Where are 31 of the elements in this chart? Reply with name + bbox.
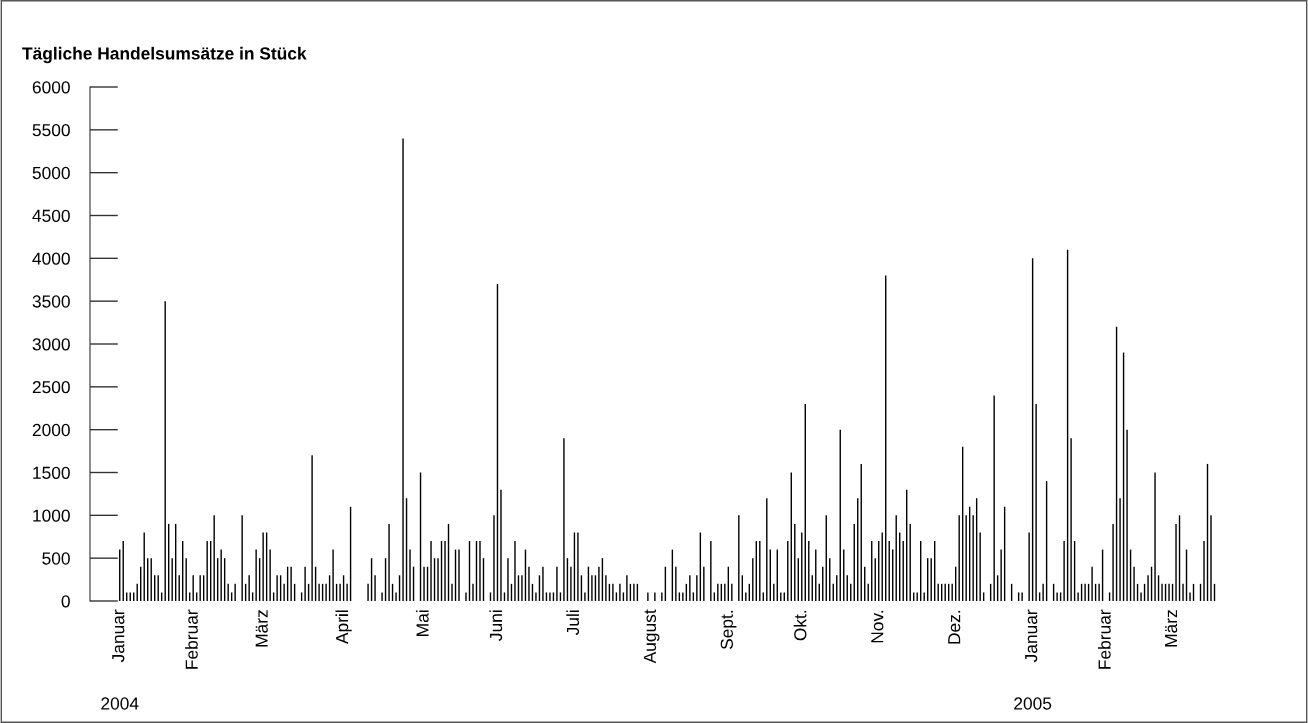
y-tick-label: 2500 (32, 381, 70, 394)
y-tick-label: 2000 (32, 423, 70, 437)
y-tick-label: 4500 (32, 209, 70, 222)
y-tick-label: 5000 (32, 166, 70, 180)
y-tick-label: 4000 (32, 252, 70, 265)
x-tick-label: August (643, 609, 660, 664)
x-tick-label: Sept. (720, 610, 737, 650)
x-tick-label: Dez. (948, 610, 961, 644)
y-tick-label: 3000 (32, 338, 70, 351)
x-tick-label: Februar (1097, 609, 1111, 669)
x-tick-label: Januar (112, 609, 125, 663)
x-tick-label: Okt. (793, 610, 807, 641)
y-tick-label: 1000 (33, 509, 70, 522)
x-tick-label: Januar (1025, 609, 1038, 663)
y-tick-label: 5500 (32, 124, 70, 137)
text: 2005 (1014, 697, 1052, 710)
x-tick-label: Mai (415, 610, 429, 636)
y-tick-label: 500 (42, 552, 70, 565)
x-tick-label: Juli (566, 610, 580, 636)
x-tick-label: Juni (489, 610, 503, 641)
y-tick-label: 0 (61, 595, 70, 608)
y-tick-label: 1500 (33, 466, 70, 479)
x-tick-label: Nov. (871, 610, 884, 643)
y-tick-label: 3500 (32, 295, 70, 308)
x-tick-label: Februar (185, 609, 198, 669)
x-tick-label: April (335, 610, 352, 645)
text: 2004 (101, 697, 139, 710)
chart-title: Tägliche Handelsumsätze in Stück (22, 46, 307, 64)
x-tick-label: März (255, 610, 268, 647)
y-tick-label: 6000 (32, 81, 70, 94)
x-tick-label: März (1165, 610, 1178, 647)
